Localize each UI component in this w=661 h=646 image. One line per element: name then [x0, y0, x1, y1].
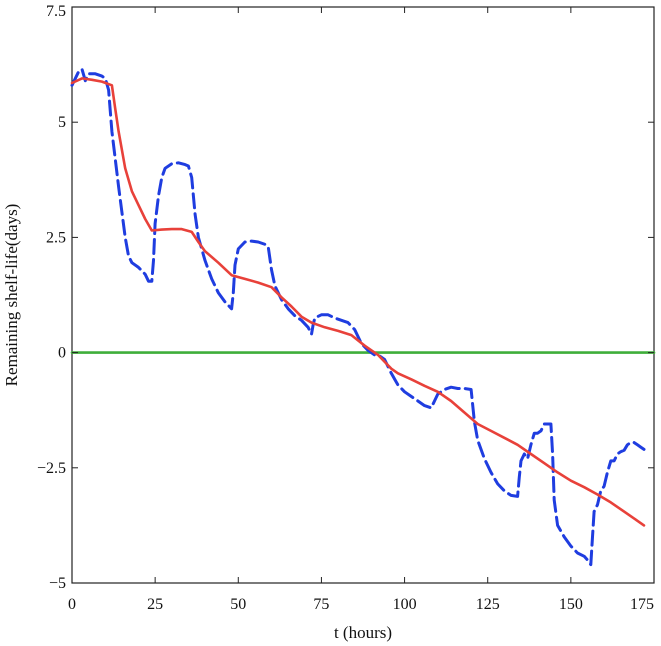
- y-axis: −5 −2.5 0 2.5 5 7.5: [37, 3, 654, 592]
- x-tick-label: 150: [559, 596, 583, 613]
- x-tick-label: 125: [476, 596, 500, 613]
- y-tick-label: −5: [49, 575, 66, 592]
- series-layer: [70, 67, 656, 567]
- y-tick-label: 0: [58, 345, 66, 362]
- y-tick-label: 5: [58, 114, 66, 131]
- x-tick-label: 0: [68, 596, 76, 613]
- plot-frame: [71, 6, 655, 584]
- x-tick-label: 75: [313, 596, 329, 613]
- x-tick-label: 50: [230, 596, 246, 613]
- x-axis-title: t (hours): [334, 623, 392, 642]
- y-tick-label: 7.5: [46, 3, 66, 20]
- series-line-0: [70, 67, 646, 567]
- y-axis-title: Remaining shelf-life(days): [2, 204, 21, 387]
- y-tick-label: −2.5: [37, 460, 66, 477]
- x-tick-label: 175: [630, 596, 654, 613]
- x-axis: 0 25 50 75 100 125 150 175: [68, 7, 655, 613]
- x-tick-label: 25: [147, 596, 163, 613]
- x-tick-label: 100: [393, 596, 417, 613]
- y-tick-label: 2.5: [46, 229, 66, 246]
- series-line-1: [70, 77, 646, 527]
